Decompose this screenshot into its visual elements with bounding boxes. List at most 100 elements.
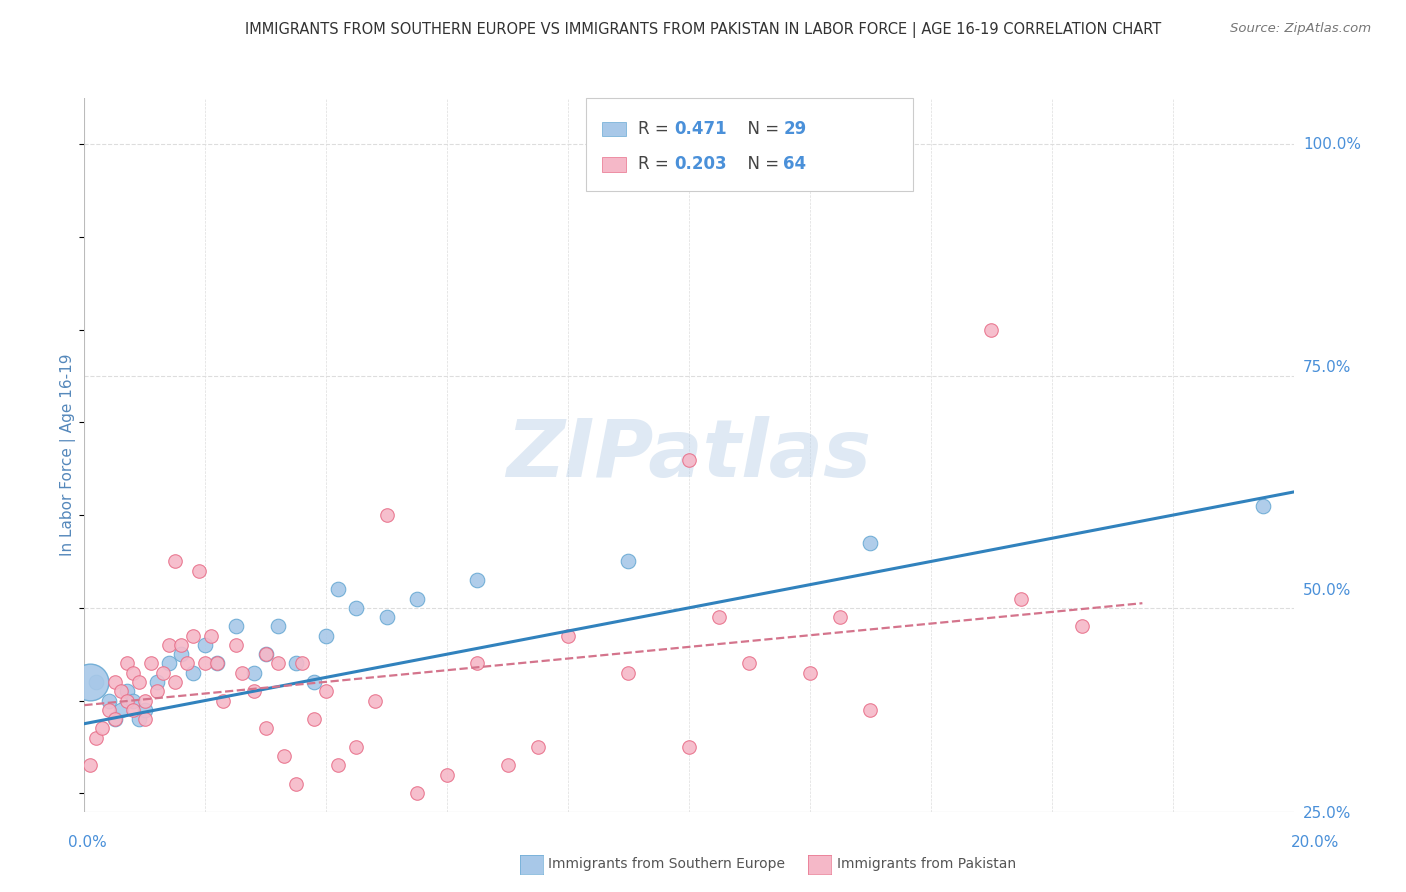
Point: [285, 777, 308, 791]
Point: [110, 684, 132, 698]
Point: [302, 712, 325, 726]
Point: [1253, 499, 1275, 513]
Point: [678, 452, 700, 467]
Point: [225, 619, 247, 633]
Text: N =: N =: [737, 120, 785, 137]
Point: [254, 647, 277, 661]
Point: [254, 647, 277, 661]
Point: [406, 591, 429, 606]
Point: [146, 675, 169, 690]
Point: [104, 712, 127, 726]
Point: [97, 703, 120, 717]
Point: [157, 657, 180, 671]
Point: [91, 721, 114, 735]
Point: [86, 731, 108, 745]
Point: [170, 647, 193, 661]
Point: [165, 675, 187, 690]
Point: [291, 657, 314, 671]
Text: ZIPatlas: ZIPatlas: [506, 416, 872, 494]
Point: [859, 536, 882, 550]
Point: [328, 758, 350, 772]
Point: [467, 573, 489, 587]
Text: IMMIGRANTS FROM SOUTHERN EUROPE VS IMMIGRANTS FROM PAKISTAN IN LABOR FORCE | AGE: IMMIGRANTS FROM SOUTHERN EUROPE VS IMMIG…: [245, 22, 1161, 38]
Point: [231, 665, 253, 680]
Point: [104, 712, 127, 726]
Point: [406, 860, 429, 874]
Point: [980, 323, 1002, 337]
Text: 0.203: 0.203: [675, 155, 727, 173]
Point: [302, 675, 325, 690]
Point: [375, 610, 398, 624]
Point: [709, 610, 731, 624]
Text: Immigrants from Pakistan: Immigrants from Pakistan: [837, 857, 1015, 871]
Point: [97, 693, 120, 707]
Point: [165, 554, 187, 568]
Point: [273, 749, 295, 764]
Point: [128, 675, 150, 690]
Point: [194, 657, 217, 671]
Point: [859, 703, 882, 717]
Point: [157, 638, 180, 652]
Point: [588, 814, 610, 828]
Y-axis label: In Labor Force | Age 16-19: In Labor Force | Age 16-19: [60, 353, 76, 557]
Point: [115, 693, 138, 707]
Point: [134, 703, 156, 717]
Point: [200, 629, 222, 643]
Point: [207, 657, 229, 671]
Text: 0.0%: 0.0%: [67, 836, 107, 850]
Text: N =: N =: [737, 155, 785, 173]
Point: [207, 657, 229, 671]
Point: [1071, 619, 1094, 633]
Text: 20.0%: 20.0%: [1291, 836, 1339, 850]
Point: [212, 693, 235, 707]
Point: [146, 684, 169, 698]
Text: 29: 29: [783, 120, 807, 137]
Point: [315, 684, 337, 698]
FancyBboxPatch shape: [602, 157, 626, 171]
Point: [375, 508, 398, 523]
Point: [121, 693, 143, 707]
Point: [121, 665, 143, 680]
Point: [242, 665, 264, 680]
Point: [110, 703, 132, 717]
Point: [363, 693, 385, 707]
Point: [315, 629, 337, 643]
Point: [121, 703, 143, 717]
Point: [799, 665, 821, 680]
Point: [830, 610, 852, 624]
FancyBboxPatch shape: [586, 98, 912, 191]
Point: [79, 758, 101, 772]
Text: Source: ZipAtlas.com: Source: ZipAtlas.com: [1230, 22, 1371, 36]
Point: [254, 721, 277, 735]
Point: [176, 657, 198, 671]
Point: [170, 638, 193, 652]
Point: [181, 629, 204, 643]
Point: [225, 638, 247, 652]
Point: [285, 657, 308, 671]
Point: [115, 657, 138, 671]
Point: [134, 712, 156, 726]
Point: [104, 675, 127, 690]
Point: [181, 665, 204, 680]
Point: [86, 675, 108, 690]
Point: [436, 767, 458, 781]
Point: [139, 657, 162, 671]
Text: R =: R =: [638, 120, 673, 137]
Text: 64: 64: [783, 155, 807, 173]
Point: [267, 657, 290, 671]
Point: [128, 712, 150, 726]
Point: [496, 758, 519, 772]
Point: [242, 684, 264, 698]
Point: [346, 600, 368, 615]
Point: [617, 665, 640, 680]
Text: R =: R =: [638, 155, 673, 173]
Point: [557, 629, 579, 643]
Point: [267, 619, 290, 633]
Point: [527, 739, 550, 754]
Point: [79, 675, 101, 690]
Point: [346, 739, 368, 754]
Point: [115, 684, 138, 698]
Point: [188, 564, 211, 578]
Point: [152, 665, 174, 680]
Point: [617, 554, 640, 568]
